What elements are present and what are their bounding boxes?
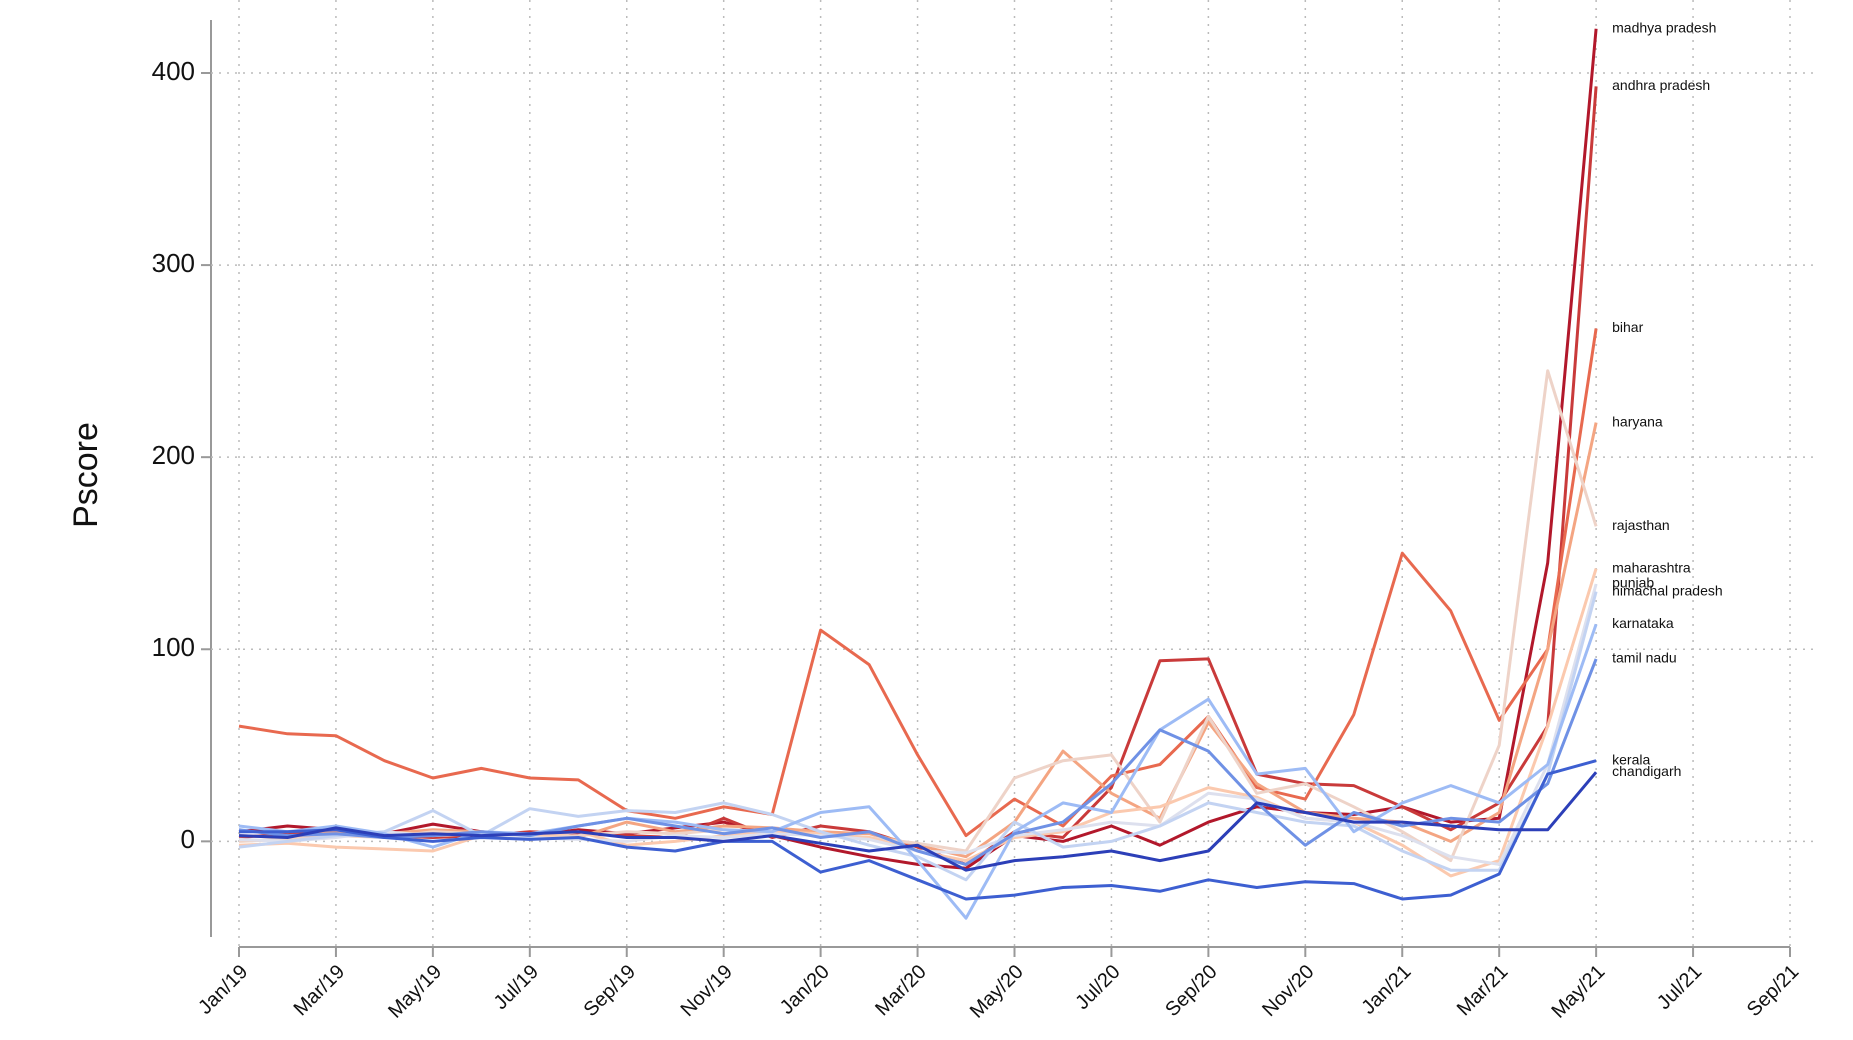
x-tick-label: Jan/20 [776, 961, 834, 1019]
x-tick-label: Jul/21 [1653, 961, 1706, 1014]
series-label: himachal pradesh [1612, 582, 1723, 598]
series-label: haryana [1612, 413, 1663, 429]
series-label: maharashtra [1612, 559, 1691, 575]
series-label: tamil nadu [1612, 650, 1677, 666]
x-tick-label: Sep/19 [580, 961, 640, 1021]
y-tick-label: 100 [152, 632, 195, 662]
x-tick-label: Mar/20 [871, 961, 931, 1021]
series-line [238, 86, 1598, 866]
series-label: punjab [1612, 575, 1654, 591]
series-line [238, 658, 1598, 866]
series-line [238, 591, 1598, 882]
x-tick-label: Jan/19 [194, 961, 252, 1019]
series-line [239, 759, 1597, 901]
series-label: madhya pradesh [1612, 20, 1716, 36]
y-tick-label: 0 [181, 824, 195, 854]
x-tick-label: Sep/20 [1161, 961, 1221, 1021]
x-tick-label: May/21 [1547, 961, 1609, 1023]
x-tick-label: Mar/21 [1453, 961, 1513, 1021]
x-tick-label: Jul/20 [1071, 961, 1124, 1014]
series-label: rajasthan [1612, 517, 1670, 533]
series-label: bihar [1612, 319, 1643, 335]
y-tick-label: 200 [152, 440, 195, 470]
y-tick-label: 400 [152, 56, 195, 86]
series-line [238, 28, 1598, 870]
x-tick-label: Nov/20 [1258, 961, 1318, 1021]
x-tick-label: Jan/21 [1357, 961, 1415, 1019]
x-tick-label: May/19 [384, 961, 446, 1023]
x-tick-label: Mar/19 [290, 961, 350, 1021]
series-label: karnataka [1612, 615, 1674, 631]
x-tick-label: Jul/19 [490, 961, 543, 1014]
series-line [238, 771, 1598, 872]
x-tick-label: May/20 [966, 961, 1028, 1023]
series-label: chandigarh [1612, 763, 1681, 779]
y-tick-label: 300 [152, 248, 195, 278]
x-tick-label: Nov/19 [677, 961, 737, 1021]
series-line [238, 623, 1598, 920]
series-label: kerala [1612, 751, 1650, 767]
series-line [238, 369, 1598, 863]
x-tick-label: Sep/21 [1743, 961, 1803, 1021]
y-axis-label: Pscore [67, 422, 105, 528]
series-line [238, 328, 1598, 838]
series-line [238, 422, 1598, 859]
series-label: andhra pradesh [1612, 77, 1710, 93]
